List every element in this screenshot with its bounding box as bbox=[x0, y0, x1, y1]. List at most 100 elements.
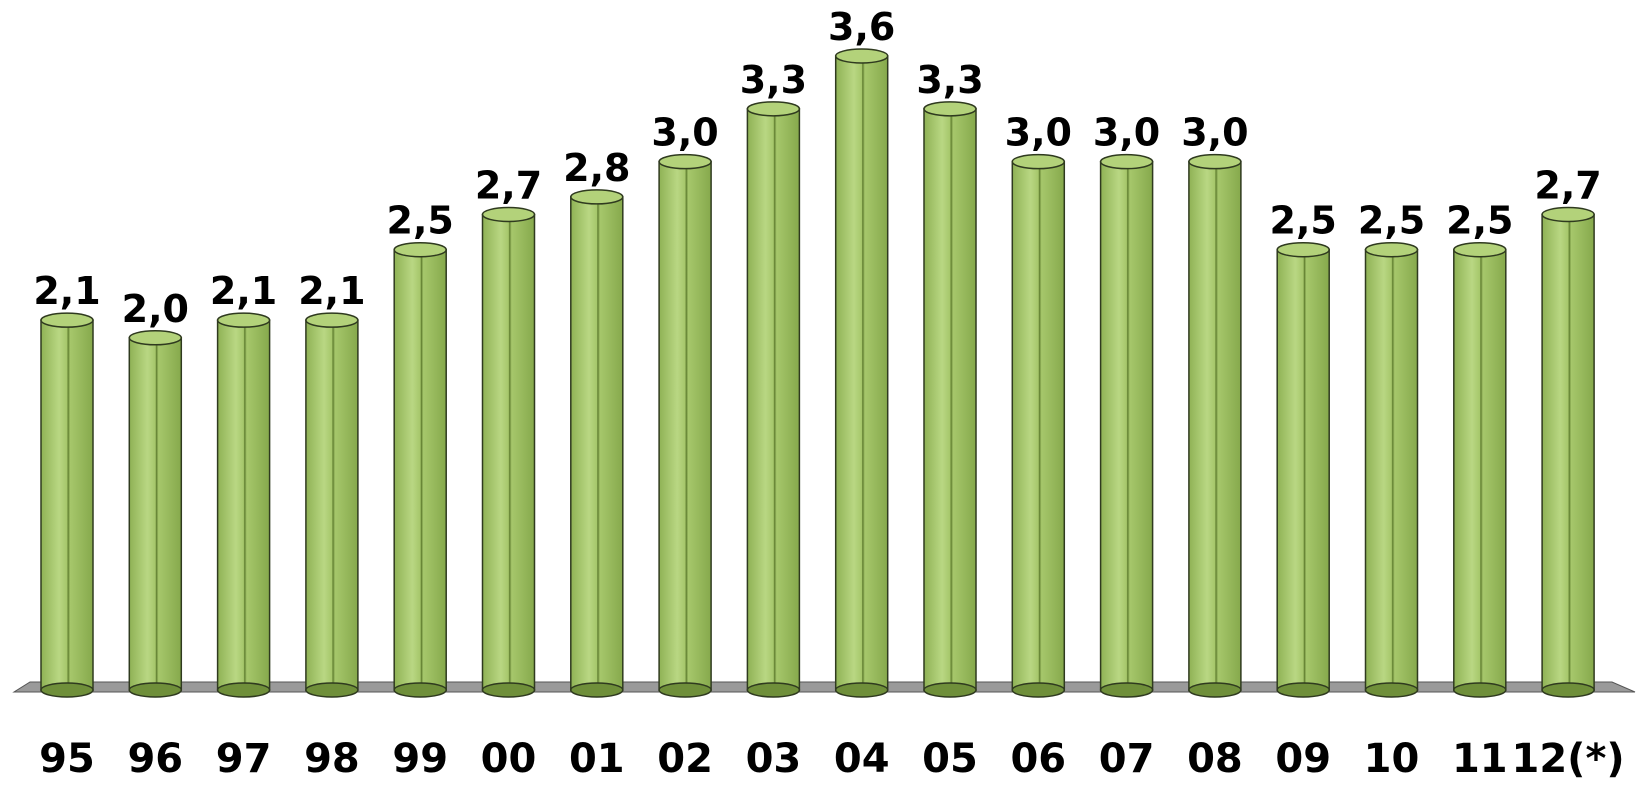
bar bbox=[1541, 206, 1595, 698]
bar-top bbox=[570, 189, 624, 205]
data-label: 3,0 bbox=[1005, 111, 1072, 155]
x-tick-label: 95 bbox=[39, 736, 95, 782]
x-tick-label: 99 bbox=[392, 736, 448, 782]
bar-body bbox=[40, 319, 94, 691]
bar bbox=[834, 48, 889, 698]
bar-body bbox=[305, 319, 359, 691]
bar-base bbox=[1011, 682, 1066, 698]
bar-top bbox=[746, 101, 801, 117]
bar-body bbox=[128, 337, 183, 691]
bar bbox=[128, 330, 183, 698]
data-label: 2,7 bbox=[1534, 164, 1601, 208]
data-label: 3,3 bbox=[740, 58, 807, 102]
bar-base bbox=[570, 682, 624, 698]
x-tick-label: 10 bbox=[1364, 736, 1420, 782]
data-label: 2,5 bbox=[1446, 199, 1513, 243]
bar-base bbox=[481, 682, 536, 698]
bar bbox=[1188, 153, 1242, 698]
bar-top bbox=[216, 312, 271, 328]
x-tick-label: 09 bbox=[1275, 736, 1331, 782]
data-label: 2,1 bbox=[298, 269, 365, 313]
bar-base bbox=[40, 682, 94, 698]
data-label: 2,5 bbox=[1270, 199, 1337, 243]
bar-base bbox=[1541, 682, 1595, 698]
bar-body bbox=[1011, 160, 1066, 691]
bar-body bbox=[658, 160, 712, 691]
bar-base bbox=[1099, 682, 1154, 698]
bar-base bbox=[834, 682, 889, 698]
data-label: 3,0 bbox=[651, 111, 718, 155]
bar-body bbox=[1453, 248, 1507, 691]
value-labels-layer: 2,1 2,0 2,1 2,1 2,5 2,7 2,8 3,0 3,3 3,6 3,3 3,0 3,0 3… bbox=[33, 5, 1601, 331]
bar-base bbox=[128, 682, 183, 698]
bar-top bbox=[923, 101, 977, 117]
bar bbox=[1453, 241, 1507, 698]
bar bbox=[40, 312, 94, 698]
bar bbox=[746, 101, 801, 698]
bar bbox=[923, 101, 977, 698]
x-tick-label: 01 bbox=[569, 736, 625, 782]
bar-body bbox=[1364, 248, 1419, 691]
bar-top bbox=[1099, 153, 1154, 170]
bar bbox=[393, 241, 447, 698]
bar-top bbox=[658, 153, 712, 170]
bar-body bbox=[393, 248, 447, 691]
bar-base bbox=[1188, 682, 1242, 698]
bar-top bbox=[834, 48, 889, 64]
data-label: 2,0 bbox=[122, 287, 189, 331]
bar-top bbox=[1364, 241, 1419, 258]
bar-base bbox=[746, 682, 801, 698]
x-tick-label: 98 bbox=[304, 736, 360, 782]
bar-top bbox=[128, 330, 183, 346]
bar-base bbox=[1453, 682, 1507, 698]
bar bbox=[658, 153, 712, 698]
bar-top bbox=[1011, 153, 1066, 170]
x-tick-label: 06 bbox=[1010, 736, 1066, 782]
bar bbox=[570, 189, 624, 698]
bar-body bbox=[834, 55, 889, 691]
bar-top bbox=[40, 312, 94, 328]
x-tick-label: 02 bbox=[657, 736, 713, 782]
bar-top bbox=[1453, 241, 1507, 258]
bar-base bbox=[216, 682, 271, 698]
x-tick-label: 03 bbox=[746, 736, 802, 782]
bar bbox=[216, 312, 271, 698]
bar bbox=[1011, 153, 1066, 698]
bar bbox=[1364, 241, 1419, 698]
bar-body bbox=[1276, 248, 1330, 691]
data-label: 3,6 bbox=[828, 5, 895, 49]
data-label: 3,0 bbox=[1093, 111, 1160, 155]
data-label: 2,1 bbox=[33, 269, 100, 313]
data-label: 2,7 bbox=[475, 164, 542, 208]
bar-top bbox=[393, 241, 447, 258]
x-tick-label: 08 bbox=[1187, 736, 1243, 782]
bar-top bbox=[481, 206, 536, 223]
bar-base bbox=[393, 682, 447, 698]
bar-body bbox=[481, 213, 536, 691]
bar-base bbox=[1364, 682, 1419, 698]
data-label: 2,8 bbox=[563, 146, 630, 190]
data-label: 2,5 bbox=[1358, 199, 1425, 243]
bar-body bbox=[1541, 213, 1595, 691]
x-tick-label: 05 bbox=[922, 736, 978, 782]
bar-body bbox=[923, 108, 977, 691]
bars-layer bbox=[40, 48, 1595, 698]
x-tick-label: 00 bbox=[481, 736, 537, 782]
bar-base bbox=[1276, 682, 1330, 698]
x-tick-label: 11 bbox=[1452, 736, 1508, 782]
bar-top bbox=[1188, 153, 1242, 170]
bar bbox=[481, 206, 536, 698]
bar-body bbox=[746, 108, 801, 691]
data-label: 2,5 bbox=[387, 199, 454, 243]
x-tick-label: 12(*) bbox=[1512, 736, 1625, 782]
bar-body bbox=[570, 196, 624, 691]
x-tick-label: 97 bbox=[216, 736, 272, 782]
bar-base bbox=[923, 682, 977, 698]
category-labels-layer: 95 96 97 98 99 00 01 02 03 04 05 06 07 08 09 10 11 12(*) bbox=[39, 736, 1625, 782]
bar bbox=[1099, 153, 1154, 698]
bar bbox=[305, 312, 359, 698]
data-label: 2,1 bbox=[210, 269, 277, 313]
bar-base bbox=[658, 682, 712, 698]
